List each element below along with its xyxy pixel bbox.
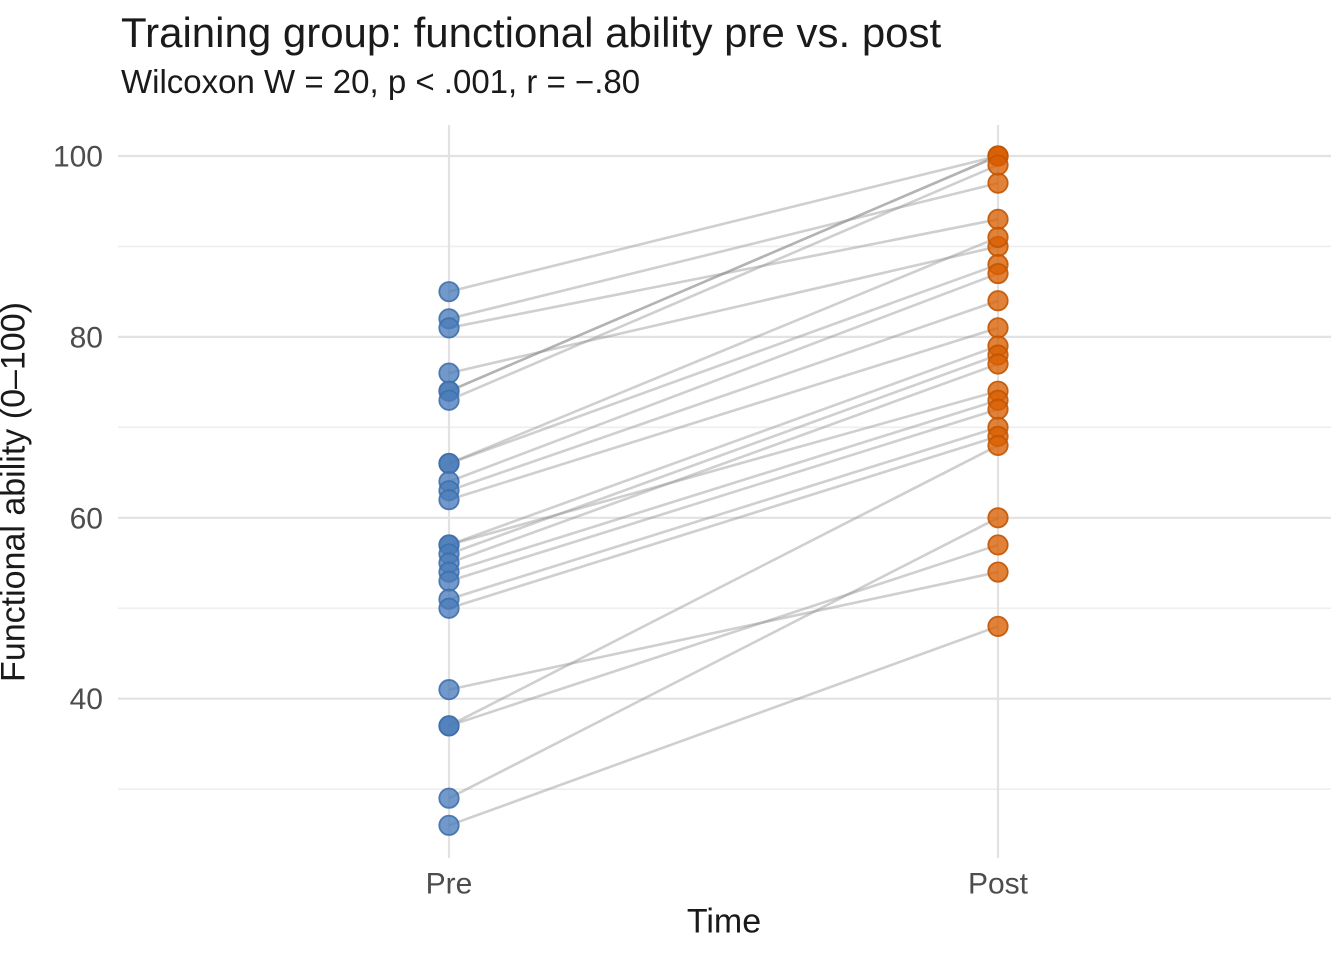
- post-point: [987, 398, 1009, 420]
- pre-point: [438, 489, 460, 511]
- pre-point: [438, 389, 460, 411]
- post-point: [987, 507, 1009, 529]
- chart-title: Training group: functional ability pre v…: [121, 9, 942, 56]
- pair-line: [448, 426, 999, 601]
- pair-line: [448, 353, 999, 556]
- post-point: [987, 226, 1009, 249]
- x-tick-label: Post: [968, 868, 1029, 901]
- post-point: [987, 534, 1009, 556]
- post-point: [987, 208, 1009, 230]
- pre-point: [438, 362, 460, 384]
- pre-point: [438, 679, 460, 701]
- pair-line: [448, 245, 999, 375]
- pair-line: [448, 570, 999, 691]
- y-tick-label: 80: [70, 321, 103, 354]
- y-axis-title: Functional ability (0–100): [0, 302, 33, 682]
- post-point: [987, 154, 1009, 176]
- post-point: [987, 434, 1009, 457]
- pair-line: [448, 543, 999, 728]
- pre-point: [438, 597, 460, 619]
- post-point: [987, 262, 1009, 285]
- pair-line: [448, 163, 999, 402]
- pair-line: [448, 299, 999, 492]
- pair-line: [448, 625, 999, 827]
- pre-point: [438, 715, 460, 737]
- pre-point: [438, 787, 460, 809]
- post-point: [987, 615, 1009, 637]
- x-tick-label: Pre: [426, 868, 473, 901]
- pre-point: [438, 281, 460, 303]
- chart-subtitle: Wilcoxon W = 20, p < .001, r = −.80: [121, 63, 641, 100]
- pair-line: [448, 398, 999, 574]
- post-point: [987, 172, 1009, 194]
- pair-line: [448, 389, 999, 547]
- pair-line: [448, 444, 999, 727]
- pre-point: [438, 317, 460, 339]
- pair-line: [448, 154, 999, 293]
- pair-line: [448, 326, 999, 501]
- pair-line: [448, 154, 999, 393]
- pre-point: [438, 570, 460, 592]
- pair-line: [448, 344, 999, 547]
- y-tick-label: 100: [53, 141, 103, 174]
- y-tick-label: 60: [70, 502, 103, 535]
- pair-line: [448, 516, 999, 800]
- pre-point: [438, 814, 460, 836]
- pair-line: [448, 263, 999, 465]
- pair-line: [448, 218, 999, 330]
- pair-line: [448, 362, 999, 565]
- pre-point: [438, 452, 460, 475]
- pair-line: [448, 236, 999, 465]
- pair-line: [448, 154, 999, 393]
- post-point: [987, 353, 1009, 375]
- pair-line: [448, 408, 999, 583]
- pair-line: [448, 272, 999, 483]
- y-tick-label: 40: [70, 683, 103, 716]
- x-axis-title: Time: [686, 902, 762, 941]
- post-point: [987, 317, 1009, 339]
- pair-line: [448, 435, 999, 610]
- post-point: [987, 290, 1009, 312]
- post-point: [987, 561, 1009, 583]
- pair-line: [448, 181, 999, 321]
